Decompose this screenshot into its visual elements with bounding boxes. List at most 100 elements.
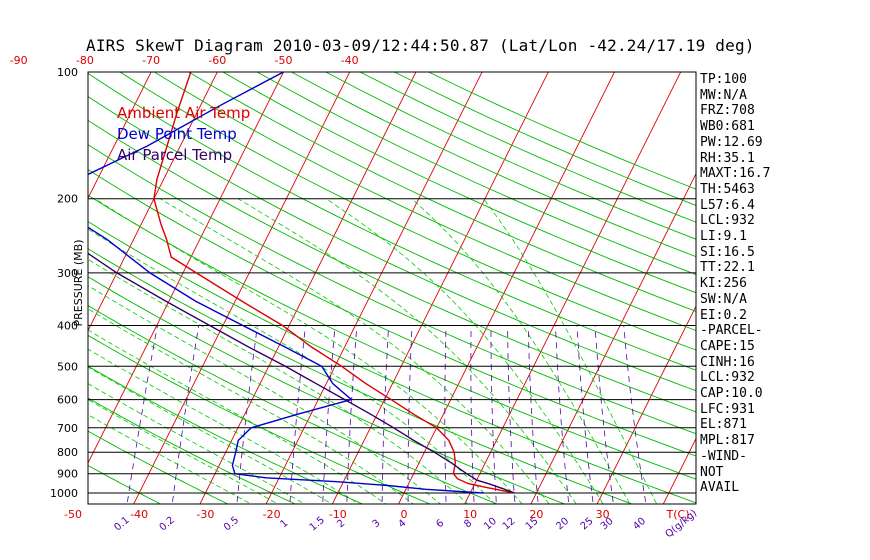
mixing-ratio-label: 0.2: [158, 515, 177, 534]
top-tick-label: -50: [275, 54, 293, 67]
stat-line: LCL:932: [700, 213, 755, 229]
isotherm-line: [199, 72, 417, 504]
mixing-ratio-label: 0.1: [112, 515, 131, 534]
stat-line: PW:12.69: [700, 134, 763, 150]
bottom-tick-label: 20: [529, 508, 543, 521]
moist-adiabat-line: [483, 198, 658, 504]
mixing-ratio-label: 0.5: [222, 515, 241, 534]
mixing-ratio-label: 2: [335, 518, 347, 531]
mixing-ratio-label: 10: [482, 516, 499, 533]
moist-adiabat-line: [88, 285, 442, 504]
stat-line: CINH:16: [700, 354, 755, 370]
mixing-ratio-line: [407, 325, 413, 502]
top-tick-label: -40: [341, 54, 359, 67]
series-layer: [88, 72, 515, 494]
pressure-tick-label: 500: [57, 360, 78, 373]
moist-adiabat-line: [88, 228, 496, 504]
stat-line: FRZ:708: [700, 103, 755, 119]
isotherm-line: [464, 72, 682, 504]
dry-adiabat-line: [88, 248, 634, 504]
mixing-ratio-label: 3: [371, 518, 383, 531]
moist-adiabat-line: [88, 366, 333, 504]
dry-adiabat-line: [88, 276, 566, 504]
dry-adiabat-line: [88, 194, 696, 480]
mixing-ratio-line: [289, 325, 306, 502]
isotherm-line: [0, 53, 28, 511]
dry-adiabat-line: [88, 221, 696, 504]
isotherm-line: [88, 72, 218, 332]
mixing-ratio-label: 40: [631, 516, 648, 533]
isotherm-line: [397, 72, 616, 504]
stat-line: LI:9.1: [700, 229, 747, 245]
isotherm-line: [88, 72, 152, 200]
stat-line: L57:6.4: [700, 197, 755, 213]
dry-adiabat-line: [153, 72, 696, 332]
bottom-tick-label: 30: [596, 508, 610, 521]
mixing-ratio-line: [490, 325, 497, 502]
dry-adiabat-line: [119, 72, 696, 351]
isotherm-line: [265, 72, 483, 504]
mixing-ratio-line: [444, 325, 447, 502]
mixing-ratio-line: [576, 325, 594, 502]
pressure-tick-label: 900: [57, 468, 78, 481]
mixing-ratio-label: 1: [279, 518, 291, 531]
isotherm-line: [596, 305, 696, 504]
stat-line: EL:871: [700, 417, 747, 433]
grid-layer: [0, 53, 696, 511]
mixing-ratio-line: [555, 325, 569, 502]
stat-line: LFC:931: [700, 401, 755, 417]
stat-line: RH:35.1: [700, 150, 755, 166]
ambient-air-temp-line: [153, 72, 515, 494]
stat-line: LCL:932: [700, 370, 755, 386]
stat-line: NOT: [700, 464, 724, 480]
dry-adiabat-line: [88, 397, 297, 504]
bottom-tick-label: -50: [64, 508, 82, 521]
moist-adiabat-line: [88, 308, 414, 504]
isotherm-line: [331, 72, 549, 504]
dry-adiabat-line: [88, 430, 229, 504]
pressure-tick-label: 400: [57, 319, 78, 332]
mixing-ratio-line: [594, 325, 614, 502]
isotherm-line: [530, 172, 696, 504]
mixing-ratio-line: [346, 325, 358, 502]
mixing-ratio-line: [507, 325, 516, 502]
mixing-ratio-label: 25: [579, 516, 596, 533]
stat-line: MPL:817: [700, 433, 755, 449]
dry-adiabat-line: [88, 72, 696, 371]
legend-item: Air Parcel Temp: [117, 146, 232, 164]
bottom-tick-label: -10: [329, 508, 347, 521]
air-parcel-temp-line: [88, 252, 515, 494]
moist-adiabat-line: [94, 198, 523, 504]
pressure-tick-label: 1000: [50, 487, 78, 500]
dry-adiabat-line: [88, 305, 499, 504]
mixing-ratio-label: 12: [501, 516, 518, 533]
pressure-tick-label: 200: [57, 193, 78, 206]
stat-line: CAP:10.0: [700, 386, 763, 402]
mixing-ratio-label: 4: [397, 518, 409, 531]
mixing-ratio-line: [322, 325, 336, 502]
mixing-ratio-line: [381, 325, 389, 502]
legend-item: Dew Point Temp: [117, 125, 237, 143]
moist-adiabat-line: [159, 198, 550, 504]
moist-adiabat-line: [88, 329, 387, 504]
pressure-tick-label: 100: [57, 66, 78, 79]
stat-line: TT:22.1: [700, 260, 755, 276]
dry-adiabat-line: [88, 334, 431, 504]
stat-line: AVAIL: [700, 480, 740, 496]
moist-adiabat-line: [88, 414, 252, 504]
mixing-ratio-label: 20: [554, 516, 571, 533]
pressure-tick-label: 300: [57, 267, 78, 280]
y-axis-label: PRESSURE (MB): [72, 240, 85, 327]
dry-adiabat-line: [290, 72, 696, 258]
dry-adiabat-line: [88, 464, 162, 504]
dry-adiabat-line: [88, 95, 696, 392]
stat-line: CAPE:15: [700, 338, 755, 354]
mixing-ratio-label: 8: [462, 518, 474, 531]
top-tick-label: -90: [10, 54, 28, 67]
stat-line: -PARCEL-: [700, 323, 763, 339]
mixing-ratio-line: [527, 325, 539, 502]
pressure-tick-label: 700: [57, 422, 78, 435]
stat-line: KI:256: [700, 276, 747, 292]
dry-adiabat-line: [256, 72, 696, 275]
dry-adiabat-line: [88, 169, 696, 457]
